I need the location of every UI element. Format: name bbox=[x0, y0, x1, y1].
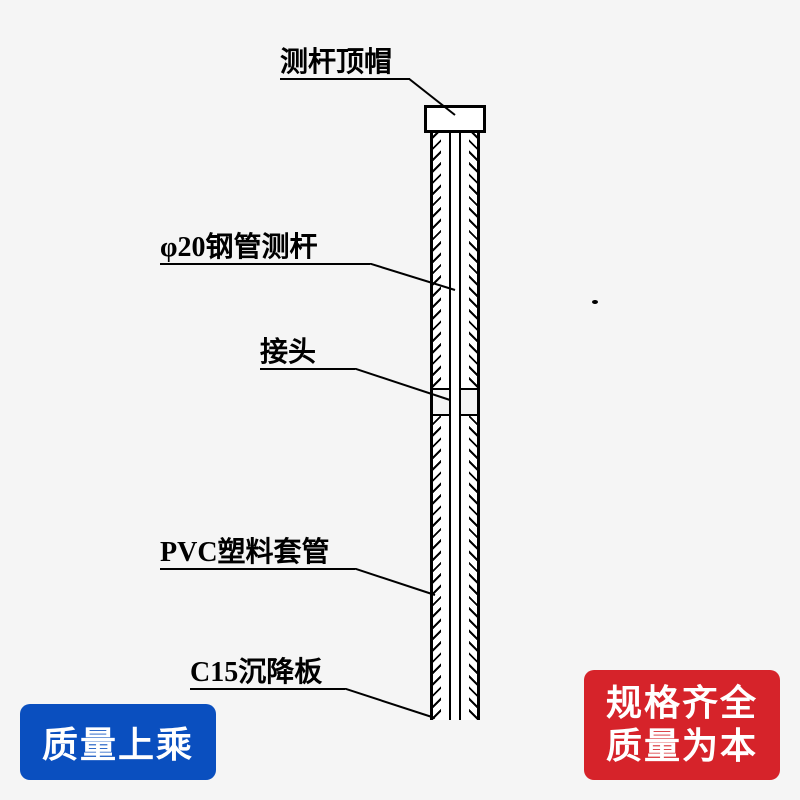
leader-rod-diag bbox=[368, 263, 458, 293]
steel-rod bbox=[449, 130, 461, 720]
leader-sleeve-h bbox=[160, 568, 355, 570]
label-cap: 测杆顶帽 bbox=[280, 40, 392, 80]
hatch-upper-right bbox=[469, 130, 477, 388]
leader-cap-diag bbox=[408, 78, 458, 118]
label-sleeve: PVC塑料套管 bbox=[160, 530, 330, 570]
leader-sleeve-diag bbox=[353, 568, 438, 598]
hatch-lower-right bbox=[469, 416, 477, 720]
label-joint: 接头 bbox=[260, 330, 316, 370]
leader-joint-diag bbox=[353, 368, 453, 403]
leader-cap-h bbox=[280, 78, 410, 80]
badge-quality-top: 质量上乘 bbox=[20, 704, 216, 780]
label-plate: C15沉降板 bbox=[190, 650, 322, 690]
leader-joint-h bbox=[260, 368, 355, 370]
badge-quality-top-text: 质量上乘 bbox=[42, 716, 194, 768]
badge-spec-quality-text: 规格齐全 质量为本 bbox=[606, 682, 758, 768]
label-rod: φ20钢管测杆 bbox=[160, 225, 317, 265]
leader-plate-h bbox=[190, 688, 345, 690]
leader-plate-diag bbox=[343, 688, 438, 720]
artifact-dot bbox=[592, 300, 598, 304]
leader-rod-h bbox=[160, 263, 370, 265]
badge-spec-quality: 规格齐全 质量为本 bbox=[584, 670, 780, 780]
hatch-upper-left bbox=[433, 130, 441, 388]
